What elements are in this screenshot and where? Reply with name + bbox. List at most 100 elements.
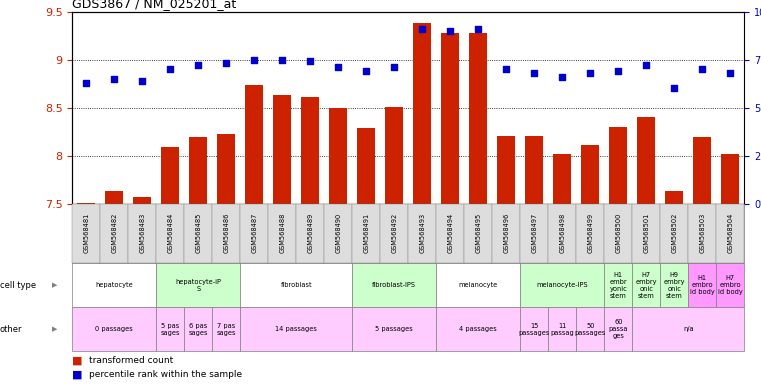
- Text: transformed count: transformed count: [89, 356, 174, 365]
- Point: [668, 85, 680, 91]
- Text: 0 passages: 0 passages: [95, 326, 133, 332]
- Text: GSM568492: GSM568492: [391, 213, 397, 253]
- Point: [584, 70, 597, 76]
- Text: 60
passa
ges: 60 passa ges: [609, 319, 628, 339]
- Text: GSM568500: GSM568500: [615, 213, 621, 253]
- Text: 7 pas
sages: 7 pas sages: [217, 323, 236, 336]
- Text: GSM568484: GSM568484: [167, 213, 174, 253]
- Text: ▶: ▶: [52, 282, 58, 288]
- Bar: [665, 191, 683, 204]
- Point: [528, 70, 540, 76]
- Point: [193, 62, 205, 68]
- Point: [696, 66, 708, 72]
- Point: [136, 78, 148, 84]
- Text: GSM568496: GSM568496: [503, 213, 509, 253]
- Text: hepatocyte: hepatocyte: [95, 282, 133, 288]
- Text: fibroblast-IPS: fibroblast-IPS: [372, 282, 416, 288]
- Text: GSM568485: GSM568485: [196, 213, 202, 253]
- Text: 50
passages: 50 passages: [575, 323, 606, 336]
- Point: [444, 28, 457, 34]
- Point: [612, 68, 624, 74]
- Text: H7
embry
onic
stem: H7 embry onic stem: [635, 271, 657, 299]
- Point: [220, 60, 232, 66]
- Text: 14 passages: 14 passages: [275, 326, 317, 332]
- Point: [276, 56, 288, 63]
- Text: GSM568495: GSM568495: [476, 213, 481, 253]
- Text: GSM568486: GSM568486: [223, 213, 229, 253]
- Text: H1
embro
id body: H1 embro id body: [690, 275, 715, 295]
- Text: GSM568490: GSM568490: [336, 213, 341, 253]
- Text: other: other: [0, 325, 23, 334]
- Text: 5 passages: 5 passages: [375, 326, 413, 332]
- Bar: [357, 128, 375, 204]
- Text: melanocyte: melanocyte: [459, 282, 498, 288]
- Bar: [217, 134, 235, 204]
- Text: GSM568503: GSM568503: [699, 213, 705, 253]
- Bar: [245, 85, 263, 204]
- Text: H7
embro
id body: H7 embro id body: [718, 275, 743, 295]
- Bar: [385, 107, 403, 204]
- Text: hepatocyte-iP
S: hepatocyte-iP S: [175, 279, 221, 291]
- Point: [164, 66, 177, 72]
- Bar: [441, 33, 460, 204]
- Text: H1
embr
yonic
stem: H1 embr yonic stem: [610, 271, 627, 299]
- Text: 11
passag: 11 passag: [550, 323, 574, 336]
- Bar: [301, 97, 320, 204]
- Text: GSM568501: GSM568501: [643, 213, 649, 253]
- Point: [500, 66, 512, 72]
- Point: [80, 79, 92, 86]
- Point: [724, 70, 737, 76]
- Text: GSM568498: GSM568498: [559, 213, 565, 253]
- Point: [333, 64, 345, 70]
- Text: ■: ■: [72, 356, 83, 366]
- Bar: [413, 23, 431, 204]
- Text: 5 pas
sages: 5 pas sages: [161, 323, 180, 336]
- Point: [472, 26, 484, 32]
- Text: GSM568491: GSM568491: [363, 213, 369, 253]
- Text: GSM568499: GSM568499: [587, 213, 594, 253]
- Bar: [133, 197, 151, 204]
- Text: cell type: cell type: [0, 281, 36, 290]
- Text: melanocyte-IPS: melanocyte-IPS: [537, 282, 588, 288]
- Bar: [693, 137, 712, 204]
- Point: [388, 64, 400, 70]
- Bar: [609, 127, 627, 204]
- Point: [360, 68, 372, 74]
- Point: [416, 26, 428, 32]
- Text: GSM568488: GSM568488: [279, 213, 285, 253]
- Text: GSM568482: GSM568482: [111, 213, 117, 253]
- Text: n/a: n/a: [683, 326, 693, 332]
- Bar: [470, 33, 487, 204]
- Text: ▶: ▶: [52, 326, 58, 332]
- Bar: [637, 117, 655, 204]
- Text: GDS3867 / NM_025201_at: GDS3867 / NM_025201_at: [72, 0, 237, 10]
- Text: fibroblast: fibroblast: [281, 282, 312, 288]
- Bar: [105, 191, 123, 204]
- Text: GSM568504: GSM568504: [728, 213, 734, 253]
- Text: GSM568489: GSM568489: [307, 213, 314, 253]
- Bar: [189, 137, 208, 204]
- Bar: [581, 145, 600, 204]
- Point: [108, 76, 120, 82]
- Text: GSM568493: GSM568493: [419, 213, 425, 253]
- Text: GSM568497: GSM568497: [531, 213, 537, 253]
- Bar: [161, 147, 180, 204]
- Text: H9
embry
onic
stem: H9 embry onic stem: [664, 271, 685, 299]
- Bar: [330, 108, 347, 204]
- Text: percentile rank within the sample: percentile rank within the sample: [89, 370, 242, 379]
- Bar: [497, 136, 515, 204]
- Text: GSM568487: GSM568487: [251, 213, 257, 253]
- Bar: [77, 203, 95, 204]
- Text: GSM568483: GSM568483: [139, 213, 145, 253]
- Text: 4 passages: 4 passages: [460, 326, 497, 332]
- Text: GSM568502: GSM568502: [671, 213, 677, 253]
- Text: 6 pas
sages: 6 pas sages: [189, 323, 208, 336]
- Text: GSM568494: GSM568494: [447, 213, 454, 253]
- Bar: [553, 154, 572, 204]
- Point: [304, 58, 317, 65]
- Text: 15
passages: 15 passages: [518, 323, 550, 336]
- Point: [556, 74, 568, 80]
- Point: [248, 56, 260, 63]
- Bar: [721, 154, 740, 204]
- Bar: [273, 95, 291, 204]
